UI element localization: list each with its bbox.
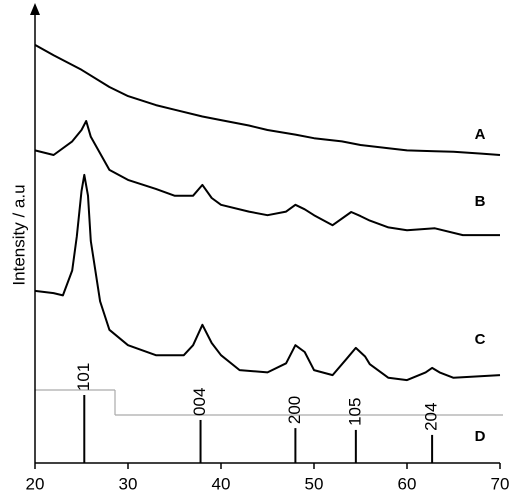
series-label: A [475,126,486,143]
x-tick-label: 40 [212,474,231,493]
series-line [34,44,501,156]
y-axis-arrow [30,3,40,15]
x-tick-label: 30 [119,474,138,493]
series-line [34,173,501,382]
series-label: C [475,331,486,348]
x-tick-label: 70 [491,474,510,493]
series-label: D [475,428,486,445]
x-tick-label: 20 [26,474,45,493]
x-tick-label: 60 [398,474,417,493]
stick-label: 200 [285,396,304,424]
stick-label: 204 [422,403,441,431]
y-axis-label: Intensity / a.u [9,184,28,285]
stick-label: 004 [190,388,209,416]
series-line [34,120,500,237]
series-label: B [475,193,486,210]
stick-label: 105 [345,398,364,426]
stick-label: 101 [74,363,93,391]
x-tick-label: 50 [305,474,324,493]
